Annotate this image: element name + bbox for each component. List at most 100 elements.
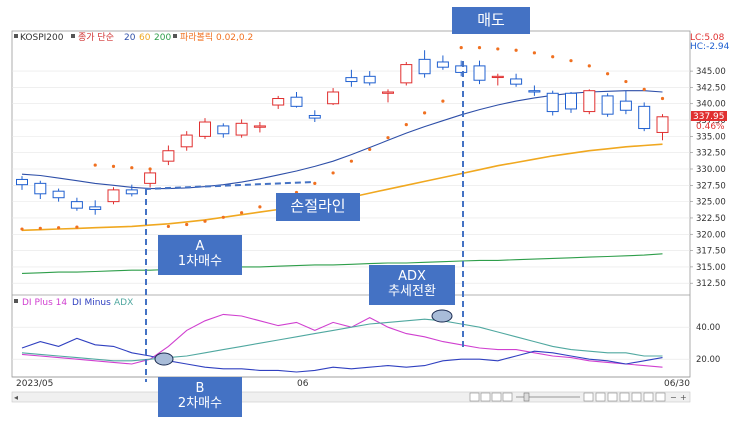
tool-button[interactable] — [619, 392, 630, 402]
zoom-in-icon[interactable]: + — [680, 393, 687, 402]
sar-dot — [642, 87, 646, 91]
sar-dot — [148, 167, 152, 171]
price-type-label: 종가 단순 — [78, 32, 114, 43]
candle-body — [34, 182, 47, 195]
hc-label: HC:-2.94 — [690, 42, 730, 52]
symbol-label: KOSPI200 — [20, 33, 64, 43]
candle — [546, 90, 559, 116]
parabolic-sar-dots — [20, 46, 665, 231]
candle — [308, 110, 321, 123]
di-minus-line — [21, 337, 663, 373]
candle — [491, 73, 504, 86]
candle — [601, 93, 614, 117]
sar-dot — [258, 205, 262, 209]
sar-dot — [368, 147, 372, 152]
candle-body — [253, 125, 266, 128]
adx-line — [21, 318, 663, 362]
ma-20-label: 20 — [124, 33, 136, 43]
sar-dot — [57, 226, 61, 230]
candle-body — [162, 150, 175, 162]
tool-button[interactable] — [643, 392, 654, 402]
candle-body — [656, 116, 669, 133]
change-pct: 0.46% — [696, 122, 725, 132]
sar-dot — [38, 226, 42, 230]
tool-button[interactable] — [631, 392, 642, 402]
candle-body — [363, 75, 376, 84]
candle-body — [491, 75, 504, 79]
zoom-out-icon[interactable]: − — [670, 393, 677, 402]
y-tick-label: 317.50 — [696, 247, 726, 257]
candle — [144, 169, 157, 188]
prev-page-button[interactable] — [480, 392, 491, 402]
y-tick-label: 337.50 — [696, 116, 726, 126]
y-tick-label: 327.50 — [696, 181, 726, 191]
y-tick-label: 342.50 — [696, 83, 726, 93]
sar-dot — [660, 96, 665, 101]
header-marker-icon — [14, 34, 18, 38]
y-tick-label: 340.00 — [696, 100, 726, 110]
stop-loss-dashed-line — [144, 181, 314, 190]
candle — [436, 55, 449, 70]
tool-button[interactable] — [607, 392, 618, 402]
candle-body — [52, 190, 65, 199]
sar-dot — [587, 64, 591, 68]
sar-dot — [221, 215, 225, 219]
candle-body — [107, 189, 120, 203]
chart-header: KOSPI200 종가 단순 20 60 200 파라볼릭 0.02,0.2 L… — [14, 31, 730, 132]
sar-label: 파라볼릭 0.02,0.2 — [180, 31, 253, 43]
sar-dot — [496, 47, 500, 51]
candle-body — [70, 201, 83, 209]
candle-body — [272, 98, 285, 106]
header-marker-icon — [71, 34, 75, 38]
tool-button[interactable] — [583, 392, 594, 402]
adx-trend-annotation: ADX 추세전환 — [369, 265, 455, 305]
stop-button[interactable] — [491, 392, 502, 402]
candle — [327, 88, 340, 106]
ma-200-line — [21, 253, 663, 274]
di-minus-label: DI Minus — [72, 298, 111, 308]
y-axis-ticks: 345.00 342.50 340.00 337.50 335.00 332.50 330.… — [690, 67, 726, 365]
candle — [382, 89, 394, 103]
candle — [125, 184, 138, 197]
sar-dot — [441, 99, 445, 103]
ma-200-label: 200 — [154, 33, 171, 43]
sar-dot — [240, 211, 244, 215]
sar-dot — [606, 72, 610, 76]
next-page-button[interactable] — [502, 392, 513, 402]
candle — [180, 131, 193, 151]
adx-label: ADX — [114, 298, 133, 308]
current-price: 337.95 — [693, 112, 725, 122]
y-tick-label: 325.00 — [696, 198, 726, 208]
candle — [16, 176, 28, 190]
candle — [583, 89, 596, 115]
chart-frame — [11, 30, 691, 378]
candlesticks — [16, 50, 669, 215]
candle — [290, 91, 303, 108]
first-page-button[interactable] — [469, 392, 480, 402]
sar-dot — [331, 171, 335, 175]
scroll-left-icon[interactable]: ◂ — [14, 393, 18, 402]
candle-body — [638, 105, 651, 130]
annotation-lines — [144, 61, 464, 382]
candle-body — [16, 178, 28, 186]
tool-button[interactable] — [595, 392, 606, 402]
sar-dot — [349, 159, 353, 163]
date-label-end: 06/30 — [664, 379, 690, 389]
candle — [70, 197, 83, 211]
highlight-ellipses — [154, 309, 453, 366]
candle-body — [382, 91, 394, 94]
zoom-slider-handle[interactable] — [523, 392, 530, 402]
candle — [199, 118, 211, 139]
sar-dot — [130, 166, 134, 170]
candle-body — [345, 77, 358, 83]
candle — [217, 123, 230, 138]
current-price-badge — [691, 111, 727, 121]
candle — [253, 122, 266, 133]
date-label-mid: 06 — [297, 379, 309, 389]
sar-dot — [477, 46, 482, 50]
candle-body — [583, 90, 596, 113]
y-tick-label: 335.00 — [696, 132, 726, 142]
tool-button[interactable] — [655, 392, 666, 402]
scrollbar-track[interactable] — [11, 391, 691, 403]
